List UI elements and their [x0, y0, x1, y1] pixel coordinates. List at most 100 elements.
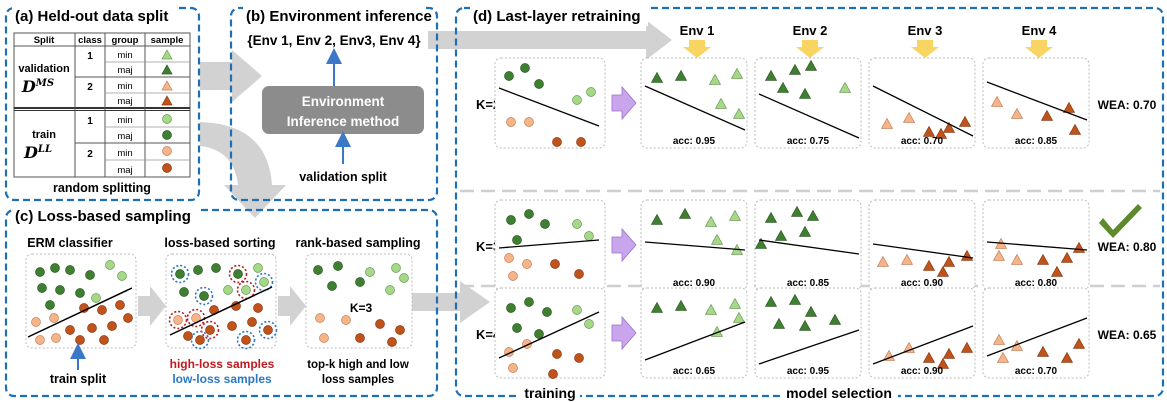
- circle-marker: [199, 291, 209, 301]
- circle-marker: [35, 267, 45, 277]
- decision-boundary: [986, 241, 1088, 251]
- circle-marker: [574, 353, 584, 363]
- triangle-marker: [650, 71, 664, 83]
- circle-marker: [91, 293, 101, 303]
- circle-marker: [50, 263, 60, 273]
- circle-marker: [179, 287, 189, 297]
- circle-marker: [584, 319, 594, 329]
- env-plot: [754, 287, 862, 379]
- triangle-marker: [804, 305, 818, 317]
- circle-marker: [508, 363, 518, 373]
- env-plot: [640, 57, 748, 149]
- triangle-marker: [714, 97, 728, 109]
- triangle-marker: [774, 229, 788, 241]
- arrow-a-to-c: [200, 122, 286, 218]
- circle-marker: [506, 117, 516, 127]
- decision-boundary: [758, 329, 860, 365]
- circle-marker: [586, 87, 596, 97]
- class-cell: 2: [87, 149, 93, 160]
- env-plot: [868, 199, 976, 291]
- circle-marker: [87, 323, 97, 333]
- group-cell: maj: [117, 131, 132, 142]
- circle-marker: [534, 79, 544, 89]
- circle-marker: [51, 333, 61, 343]
- triangle-marker: [1010, 107, 1024, 119]
- connector-arrows: [138, 20, 672, 326]
- acc-label: acc: 0.90: [901, 366, 944, 377]
- circle-marker: [574, 269, 584, 279]
- triangle-marker: [788, 63, 802, 75]
- train-symbol: DLL: [23, 143, 52, 162]
- triangle-marker: [764, 69, 778, 81]
- circle-marker: [327, 281, 337, 291]
- circle-marker: [97, 305, 107, 315]
- triangle-marker: [942, 347, 956, 359]
- circle-marker: [520, 63, 530, 73]
- triangle-marker: [922, 125, 936, 137]
- circle-marker: [524, 297, 534, 307]
- circle-marker: [576, 137, 586, 147]
- circle-marker: [315, 313, 325, 323]
- triangle-marker: [704, 215, 718, 227]
- triangle-marker: [730, 67, 744, 79]
- circle-marker: [522, 259, 532, 269]
- circle-marker: [31, 317, 41, 327]
- sorting-points: [168, 263, 278, 350]
- circle-marker: [162, 130, 172, 140]
- circle-marker: [183, 331, 193, 341]
- split-table: Split class group sample validation DMS …: [13, 32, 191, 178]
- decision-boundary: [498, 239, 600, 249]
- purple-arrow-icon: [611, 85, 637, 121]
- circle-marker: [540, 219, 550, 229]
- circle-marker: [211, 263, 221, 273]
- acc-label: acc: 0.70: [1015, 366, 1058, 377]
- circle-marker: [387, 337, 397, 347]
- decision-boundary: [498, 87, 600, 127]
- acc-label: acc: 0.95: [673, 136, 716, 147]
- decision-boundary: [758, 239, 860, 255]
- acc-label: acc: 0.85: [787, 278, 830, 289]
- env-set-label: {Env 1, Env 2, Env3, Env 4}: [247, 33, 421, 48]
- triangle-marker: [754, 237, 768, 249]
- table-header-class: class: [78, 35, 102, 46]
- decision-boundary: [986, 317, 1088, 357]
- group-cell: maj: [117, 65, 132, 76]
- acc-label: acc: 0.90: [901, 278, 944, 289]
- loss-sorting-label: loss-based sorting: [164, 236, 275, 250]
- triangle-marker: [922, 351, 936, 363]
- env-headers: Env 1 Env 2 Env 3 Env 4: [680, 23, 1057, 58]
- circle-marker: [542, 307, 552, 317]
- arrow-b-to-d: [428, 20, 672, 60]
- table-header-group: group: [112, 35, 139, 46]
- env-plot: [754, 57, 862, 149]
- triangle-marker: [776, 81, 790, 93]
- triangle-marker: [1040, 109, 1054, 121]
- circle-marker: [552, 349, 562, 359]
- circle-marker: [205, 325, 215, 335]
- purple-arrow-icon: [611, 227, 637, 263]
- triangle-marker: [650, 213, 664, 225]
- triangle-marker: [1036, 253, 1050, 265]
- model-selection-label: model selection: [786, 385, 892, 401]
- circle-marker: [313, 265, 323, 275]
- circle-marker: [193, 265, 203, 275]
- class-cell: 1: [87, 51, 93, 62]
- triangle-marker: [161, 49, 173, 60]
- triangle-marker: [942, 121, 956, 133]
- circle-marker: [115, 300, 125, 310]
- circle-marker: [105, 260, 115, 270]
- method-label-line1: Environment: [302, 94, 385, 109]
- circle-marker: [355, 277, 365, 287]
- down-arrow-icon: [911, 40, 939, 58]
- panel-c-title: (c) Loss-based sampling: [15, 208, 191, 225]
- circle-marker: [355, 333, 365, 343]
- triangle-marker: [704, 303, 718, 315]
- env-plot: [640, 287, 748, 379]
- env-plot: [982, 57, 1090, 149]
- loss-ring-marker: [194, 286, 214, 306]
- triangle-marker: [1062, 101, 1076, 113]
- circle-marker: [524, 117, 534, 127]
- group-cell: min: [117, 115, 132, 126]
- panel-c-border: [4, 208, 439, 398]
- circle-marker: [173, 315, 183, 325]
